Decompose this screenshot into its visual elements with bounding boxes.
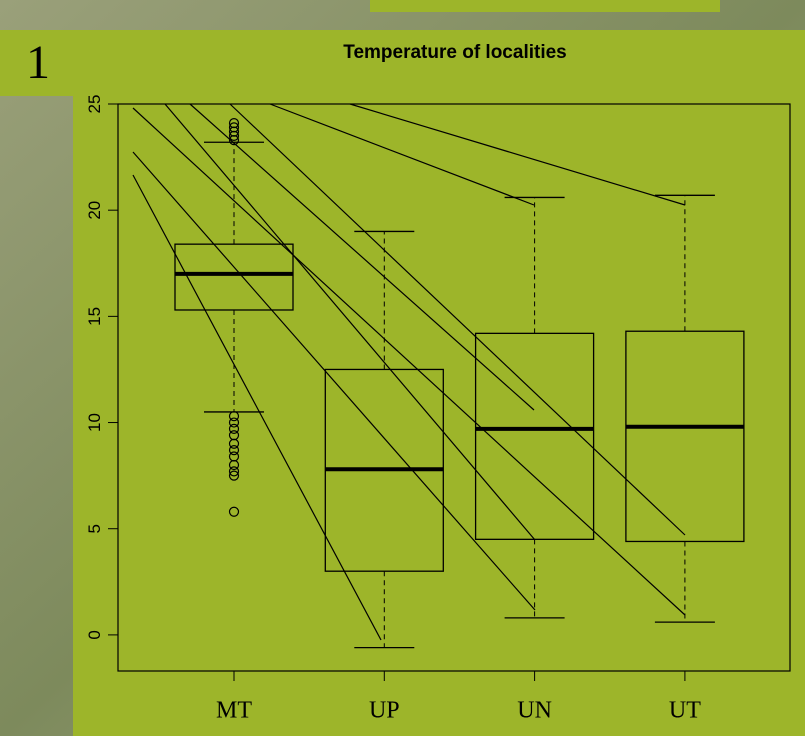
- y-tick-label: 20: [85, 201, 104, 220]
- y-tick-label: 0: [85, 630, 104, 639]
- chart-title: Temperature of localities: [343, 42, 567, 63]
- top-band: [370, 0, 720, 12]
- y-tick-label: 15: [85, 307, 104, 326]
- y-tick-label: 5: [85, 524, 104, 533]
- x-tick-label: UP: [369, 698, 400, 724]
- x-tick-label: UN: [517, 698, 552, 724]
- y-tick-label: 10: [85, 413, 104, 432]
- page: 1 Temperature of localities 0 5 10 15 20 25 MT…: [0, 0, 805, 736]
- x-tick-label: UT: [669, 698, 701, 724]
- panel-label: 1: [26, 36, 50, 89]
- chart: 1 Temperature of localities 0 5 10 15 20 25 MT…: [0, 0, 805, 736]
- x-tick-label: MT: [216, 698, 252, 724]
- y-tick-label: 25: [85, 95, 104, 114]
- panel: [73, 30, 805, 736]
